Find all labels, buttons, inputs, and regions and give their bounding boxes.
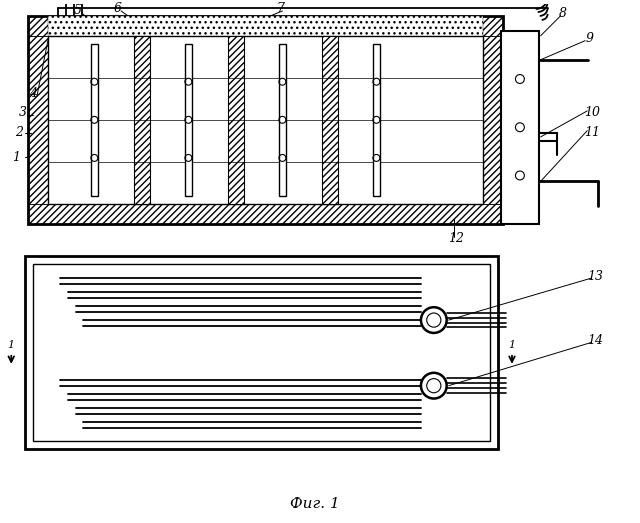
- Text: 11: 11: [584, 126, 600, 139]
- Bar: [134, 36, 150, 204]
- Bar: [92, 43, 99, 196]
- Text: 14: 14: [587, 334, 603, 347]
- Circle shape: [421, 373, 447, 399]
- Text: 13: 13: [587, 270, 603, 283]
- Text: 5: 5: [74, 5, 81, 17]
- Text: 10: 10: [584, 106, 600, 119]
- Bar: [186, 43, 193, 196]
- Text: 7: 7: [276, 3, 284, 16]
- Bar: [483, 36, 503, 204]
- Text: 1: 1: [508, 340, 516, 350]
- Bar: [25, 256, 498, 449]
- Bar: [228, 36, 244, 204]
- Text: 8: 8: [559, 7, 566, 20]
- Text: 3: 3: [19, 106, 27, 119]
- Text: 4: 4: [29, 87, 37, 99]
- Bar: [48, 16, 483, 36]
- Bar: [501, 31, 539, 224]
- Bar: [33, 264, 490, 441]
- Bar: [373, 43, 380, 196]
- Text: 9: 9: [585, 32, 593, 45]
- Text: 2: 2: [15, 126, 23, 139]
- Circle shape: [421, 307, 447, 333]
- Bar: [28, 204, 503, 224]
- Text: 6: 6: [113, 3, 121, 16]
- Circle shape: [515, 171, 524, 180]
- Bar: [28, 36, 48, 204]
- Text: 12: 12: [449, 232, 465, 245]
- Bar: [28, 16, 503, 36]
- Text: 1: 1: [8, 340, 15, 350]
- Circle shape: [515, 123, 524, 132]
- Bar: [48, 36, 483, 204]
- Circle shape: [515, 75, 524, 84]
- Text: Фиг. 1: Фиг. 1: [290, 497, 340, 511]
- Text: 1: 1: [12, 151, 20, 164]
- Bar: [280, 43, 286, 196]
- Bar: [322, 36, 338, 204]
- Bar: [28, 16, 503, 224]
